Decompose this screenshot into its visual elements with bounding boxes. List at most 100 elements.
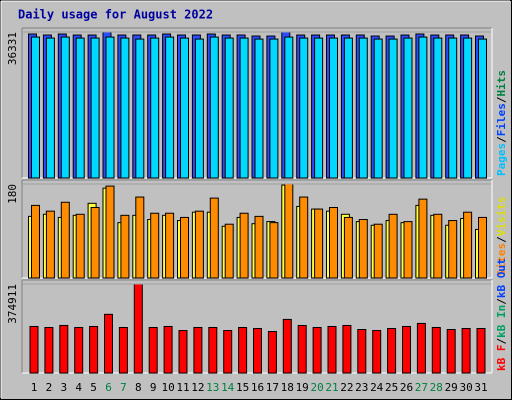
bar xyxy=(120,214,130,279)
bar xyxy=(358,219,368,279)
x-tick-label: 3 xyxy=(60,381,67,394)
bar xyxy=(358,37,368,179)
bar xyxy=(163,325,173,374)
bar xyxy=(31,204,40,279)
bar xyxy=(343,37,353,179)
y-tick-label: 374911 xyxy=(6,284,19,324)
bar xyxy=(403,221,413,279)
bar xyxy=(75,213,85,279)
bar xyxy=(284,183,294,279)
x-tick-label: 17 xyxy=(266,381,279,394)
bar xyxy=(433,37,443,179)
bar xyxy=(357,329,367,374)
bar xyxy=(209,36,219,179)
bar xyxy=(29,325,39,374)
bar xyxy=(89,325,99,374)
bar xyxy=(180,216,189,279)
legend-separator: / xyxy=(495,96,508,103)
bar xyxy=(297,324,307,374)
x-tick-label: 29 xyxy=(445,381,458,394)
x-tick-label: 12 xyxy=(191,381,204,394)
x-tick-label: 15 xyxy=(236,381,249,394)
bar xyxy=(31,36,40,179)
legend-entry: Visits xyxy=(495,197,508,237)
x-tick-label: 24 xyxy=(370,381,384,394)
bar xyxy=(431,326,441,374)
bar xyxy=(418,36,428,179)
bar xyxy=(312,326,322,374)
bar xyxy=(59,324,69,374)
y-tick-label: 36331 xyxy=(6,32,19,65)
legend-entry: kB Out xyxy=(495,258,508,298)
x-tick-label: 1 xyxy=(31,381,38,394)
bar xyxy=(269,38,279,179)
bar xyxy=(165,212,175,279)
y-tick-label: 180 xyxy=(6,184,19,204)
bar xyxy=(284,36,294,179)
x-tick-label: 26 xyxy=(400,381,413,394)
bar xyxy=(388,213,398,279)
x-tick-label: 20 xyxy=(310,381,323,394)
bar xyxy=(403,37,413,179)
legend-entry: Sites xyxy=(495,243,508,276)
bar xyxy=(267,331,277,374)
bar xyxy=(135,38,145,179)
bar xyxy=(90,37,100,179)
bar xyxy=(45,37,55,179)
x-tick-label: 4 xyxy=(75,381,82,394)
bar xyxy=(178,330,188,374)
x-tick-label: 13 xyxy=(206,381,219,394)
bar xyxy=(373,38,383,179)
bar xyxy=(373,223,383,279)
bar xyxy=(448,37,458,179)
x-tick-label: 14 xyxy=(221,381,235,394)
bar xyxy=(238,326,248,374)
legend-separator: / xyxy=(495,338,508,345)
bar xyxy=(105,185,115,279)
chart-title: Daily usage for August 2022 xyxy=(18,8,213,22)
bar xyxy=(418,198,428,279)
bar xyxy=(254,38,264,179)
x-tick-label: 25 xyxy=(385,381,398,394)
x-tick-label: 7 xyxy=(120,381,127,394)
legend-entry: Pages xyxy=(495,143,508,176)
x-tick-label: 8 xyxy=(135,381,142,394)
bar xyxy=(135,196,145,279)
bar xyxy=(194,210,204,279)
legend: Pages/Files/Hits xyxy=(495,70,508,176)
bar xyxy=(343,216,353,279)
x-tick-label: 5 xyxy=(90,381,97,394)
bar xyxy=(239,212,249,279)
bar xyxy=(148,326,158,374)
bar xyxy=(105,36,115,179)
bar xyxy=(193,326,203,374)
bar xyxy=(416,322,426,374)
bar xyxy=(448,220,458,279)
bar xyxy=(150,37,160,179)
bar xyxy=(60,201,70,279)
bar xyxy=(165,36,175,179)
bar xyxy=(118,326,128,374)
bar xyxy=(463,37,473,179)
bar xyxy=(75,37,85,179)
bar xyxy=(342,324,352,374)
x-tick-label: 11 xyxy=(176,381,189,394)
x-tick-label: 23 xyxy=(355,381,368,394)
bar xyxy=(446,329,456,374)
bar xyxy=(314,208,324,279)
bar xyxy=(150,212,160,279)
bar xyxy=(314,37,324,179)
bar xyxy=(104,313,113,374)
legend-separator: / xyxy=(495,236,508,243)
legend-entry: kB F xyxy=(495,345,508,372)
bar xyxy=(282,318,292,374)
bar xyxy=(402,325,411,374)
x-tick-label: 30 xyxy=(459,381,472,394)
bar xyxy=(329,207,338,279)
bar xyxy=(239,37,249,179)
bar xyxy=(74,326,84,374)
x-tick-label: 10 xyxy=(161,381,174,394)
bar xyxy=(90,207,100,279)
bar xyxy=(299,37,309,179)
